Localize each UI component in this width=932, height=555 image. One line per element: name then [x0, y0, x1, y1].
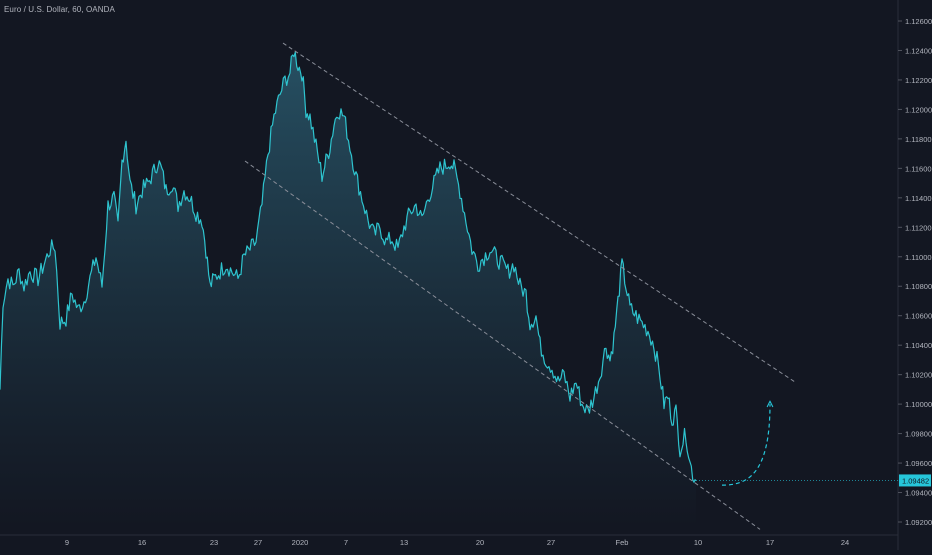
x-tick-label: 20: [476, 538, 484, 547]
y-tick-label: 1.11800: [905, 135, 932, 144]
y-tick-label: 1.12600: [905, 17, 932, 26]
y-tick-label: 1.10400: [905, 341, 932, 350]
x-tick-label: 23: [210, 538, 218, 547]
y-tick-label: 1.09800: [905, 430, 932, 439]
last-price-label: 1.09482: [902, 476, 929, 485]
y-tick-label: 1.11600: [905, 164, 932, 173]
upper-channel-trendline[interactable]: [282, 42, 796, 383]
y-tick-label: 1.12200: [905, 76, 932, 85]
x-tick-label: 13: [400, 538, 408, 547]
x-tick-label: 7: [344, 538, 348, 547]
symbol-title: Euro / U.S. Dollar, 60, OANDA: [4, 5, 115, 14]
x-tick-label: 16: [138, 538, 146, 547]
y-tick-label: 1.12000: [905, 105, 932, 114]
x-tick-label: 27: [547, 538, 555, 547]
x-tick-label: 17: [766, 538, 774, 547]
y-tick-label: 1.09600: [905, 459, 932, 468]
y-tick-label: 1.12400: [905, 46, 932, 55]
x-tick-label: 24: [841, 538, 849, 547]
x-tick-label: 9: [65, 538, 69, 547]
price-line[interactable]: [0, 51, 697, 483]
y-tick-label: 1.11000: [905, 253, 932, 262]
y-tick-label: 1.10200: [905, 371, 932, 380]
y-tick-label: 1.10000: [905, 400, 932, 409]
lower-channel-trendline[interactable]: [244, 160, 761, 530]
y-tick-label: 1.10600: [905, 312, 932, 321]
last-price-badge: [899, 474, 931, 487]
y-tick-label: 1.11200: [905, 223, 932, 232]
y-tick-label: 1.11400: [905, 194, 932, 203]
x-tick-label: 10: [694, 538, 702, 547]
y-tick-label: 1.09400: [905, 489, 932, 498]
y-tick-label: 1.09200: [905, 518, 932, 527]
price-area-fill: [0, 52, 696, 528]
x-tick-label: 27: [254, 538, 262, 547]
x-tick-label: 2020: [292, 538, 309, 547]
x-tick-label: Feb: [616, 538, 629, 547]
projection-arrow[interactable]: [721, 404, 770, 486]
y-tick-label: 1.10800: [905, 282, 932, 291]
